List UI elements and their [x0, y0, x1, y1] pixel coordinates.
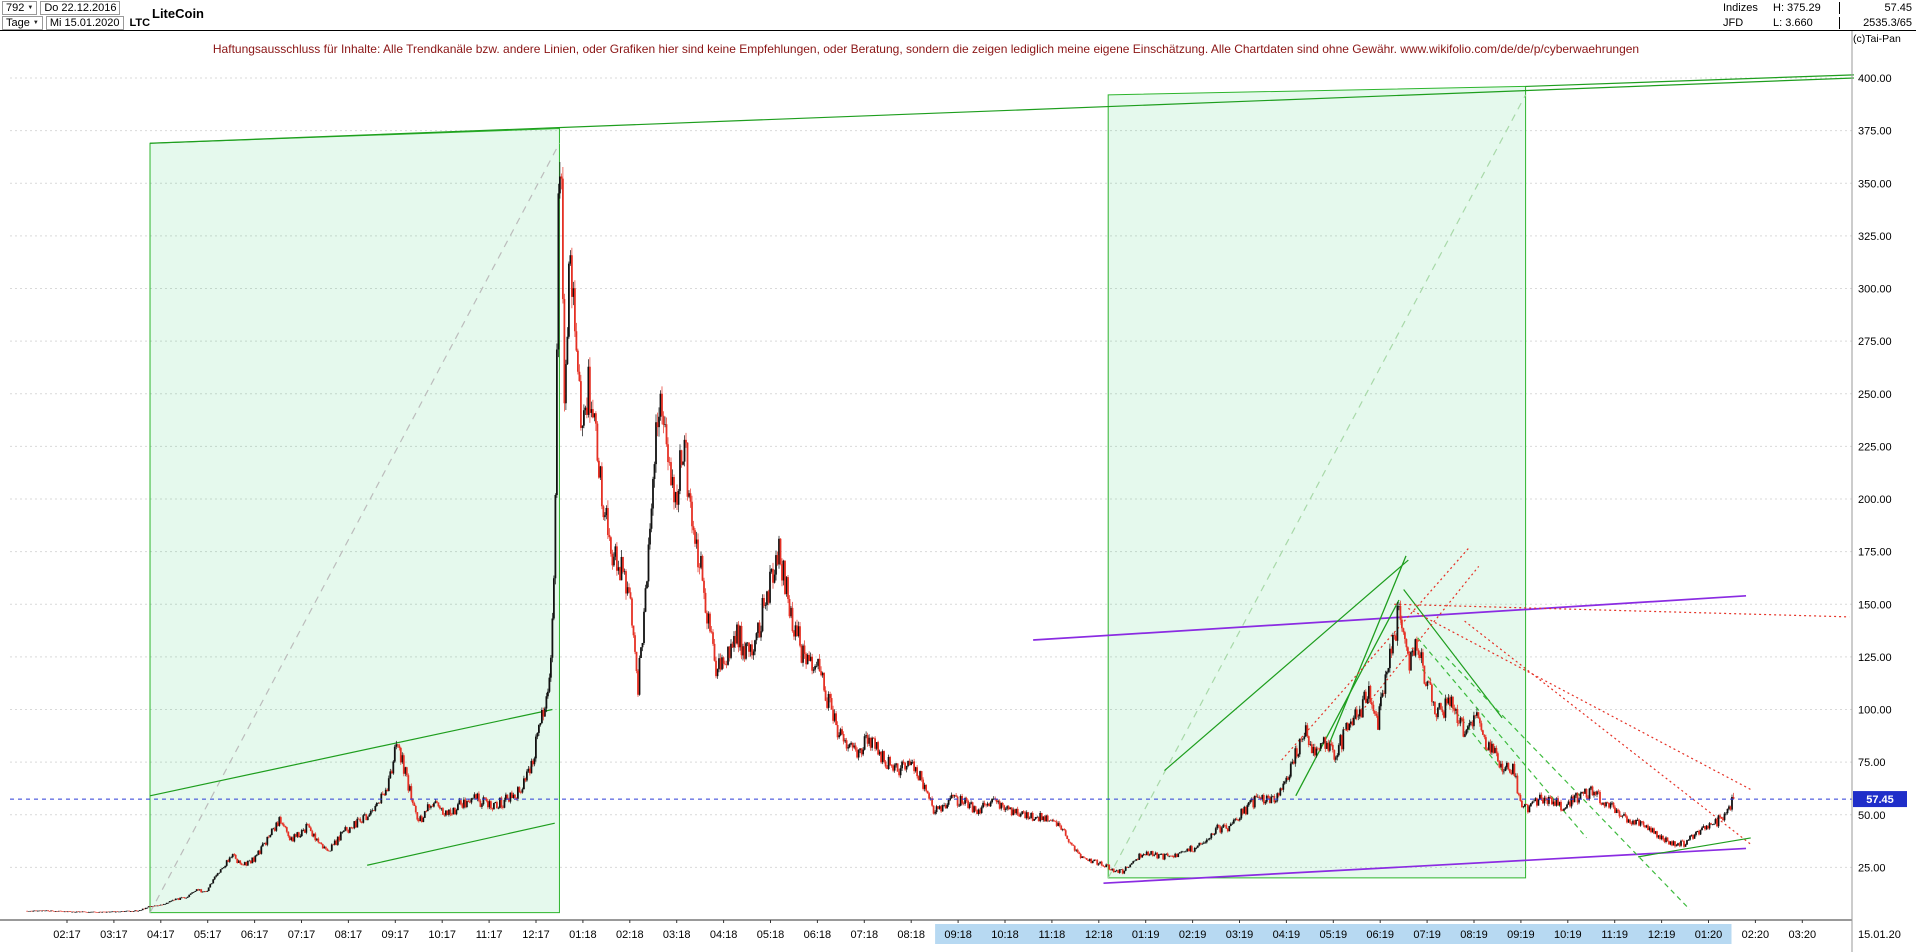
svg-text:250.00: 250.00: [1858, 389, 1892, 401]
svg-text:06:19: 06:19: [1366, 929, 1394, 941]
provider-label: JFD: [1723, 16, 1744, 29]
quote-info-row-2: JFD L: 3.660 2535.3/65: [1723, 15, 1912, 30]
svg-text:08:17: 08:17: [335, 929, 363, 941]
svg-text:04:19: 04:19: [1273, 929, 1301, 941]
svg-text:75.00: 75.00: [1858, 757, 1886, 769]
svg-text:05:19: 05:19: [1320, 929, 1348, 941]
svg-text:09:19: 09:19: [1507, 929, 1535, 941]
svg-text:375.00: 375.00: [1858, 126, 1892, 138]
svg-text:04:18: 04:18: [710, 929, 738, 941]
svg-text:200.00: 200.00: [1858, 494, 1892, 506]
svg-text:06:17: 06:17: [241, 929, 269, 941]
end-date-field[interactable]: Mi 15.01.2020: [45, 15, 124, 30]
svg-text:01:20: 01:20: [1695, 929, 1723, 941]
svg-text:08:19: 08:19: [1460, 929, 1488, 941]
svg-text:300.00: 300.00: [1858, 284, 1892, 296]
svg-text:150.00: 150.00: [1858, 599, 1892, 611]
svg-text:01:18: 01:18: [569, 929, 597, 941]
svg-text:25.00: 25.00: [1858, 862, 1886, 874]
instrument-title: LiteCoin: [152, 6, 204, 21]
svg-text:225.00: 225.00: [1858, 441, 1892, 453]
svg-text:400.00: 400.00: [1858, 73, 1892, 85]
svg-text:03:18: 03:18: [663, 929, 691, 941]
svg-text:07:18: 07:18: [851, 929, 879, 941]
bar-count-dropdown[interactable]: 792 ▼: [2, 0, 38, 15]
svg-text:02:17: 02:17: [53, 929, 81, 941]
chevron-down-icon: ▼: [27, 4, 34, 11]
timeframe-value: Tage: [6, 16, 30, 29]
svg-text:10:17: 10:17: [428, 929, 456, 941]
svg-text:50.00: 50.00: [1858, 810, 1886, 822]
chevron-down-icon: ▼: [32, 19, 39, 26]
toolbar: 792 ▼ Do 22.12.2016 Tage ▼ Mi 15.01.2020…: [0, 0, 1916, 31]
svg-text:350.00: 350.00: [1858, 178, 1892, 190]
svg-text:01:19: 01:19: [1132, 929, 1160, 941]
svg-text:07:19: 07:19: [1413, 929, 1441, 941]
svg-text:02:19: 02:19: [1179, 929, 1207, 941]
timeframe-dropdown[interactable]: Tage ▼: [2, 15, 43, 30]
svg-text:125.00: 125.00: [1858, 652, 1892, 664]
last-price-value: 57.45: [1839, 1, 1912, 14]
svg-text:100.00: 100.00: [1858, 705, 1892, 717]
svg-text:08:18: 08:18: [897, 929, 925, 941]
toolbar-row-2: Tage ▼ Mi 15.01.2020 LTC: [2, 15, 154, 30]
svg-text:10:18: 10:18: [991, 929, 1019, 941]
svg-text:175.00: 175.00: [1858, 547, 1892, 559]
svg-text:02:20: 02:20: [1742, 929, 1770, 941]
svg-text:05:18: 05:18: [757, 929, 785, 941]
svg-text:06:18: 06:18: [804, 929, 832, 941]
toolbar-row-1: 792 ▼ Do 22.12.2016: [2, 0, 121, 15]
svg-text:12:19: 12:19: [1648, 929, 1676, 941]
svg-text:09:18: 09:18: [944, 929, 972, 941]
svg-text:325.00: 325.00: [1858, 231, 1892, 243]
svg-text:275.00: 275.00: [1858, 336, 1892, 348]
svg-text:15.01.20: 15.01.20: [1858, 929, 1901, 941]
quote-info: Indizes H: 375.29 57.45 JFD L: 3.660 253…: [1723, 0, 1912, 30]
svg-text:03:17: 03:17: [100, 929, 128, 941]
quote-info-row-1: Indizes H: 375.29 57.45: [1723, 0, 1912, 15]
bar-count-value: 792: [6, 1, 25, 14]
svg-text:11:18: 11:18: [1039, 929, 1066, 941]
svg-text:12:17: 12:17: [522, 929, 550, 941]
svg-text:10:19: 10:19: [1554, 929, 1582, 941]
copyright-label: (c)Tai-Pan: [1853, 33, 1901, 45]
svg-text:03:19: 03:19: [1226, 929, 1254, 941]
high-value: H: 375.29: [1773, 1, 1821, 14]
symbol-code-label: LTC: [126, 16, 154, 29]
svg-text:05:17: 05:17: [194, 929, 222, 941]
svg-text:11:17: 11:17: [476, 929, 503, 941]
svg-text:07:17: 07:17: [288, 929, 316, 941]
svg-text:09:17: 09:17: [382, 929, 410, 941]
svg-text:11:19: 11:19: [1601, 929, 1628, 941]
svg-text:03:20: 03:20: [1789, 929, 1817, 941]
disclaimer-text: Haftungsausschluss für Inhalte: Alle Tre…: [212, 42, 1640, 56]
indices-label: Indizes: [1723, 1, 1758, 14]
svg-text:04:17: 04:17: [147, 929, 175, 941]
volume-value: 2535.3/65: [1839, 16, 1912, 29]
start-date-field[interactable]: Do 22.12.2016: [40, 0, 121, 15]
svg-text:57.45: 57.45: [1866, 794, 1894, 806]
low-value: L: 3.660: [1773, 16, 1813, 29]
svg-text:02:18: 02:18: [616, 929, 644, 941]
svg-text:12:18: 12:18: [1085, 929, 1113, 941]
